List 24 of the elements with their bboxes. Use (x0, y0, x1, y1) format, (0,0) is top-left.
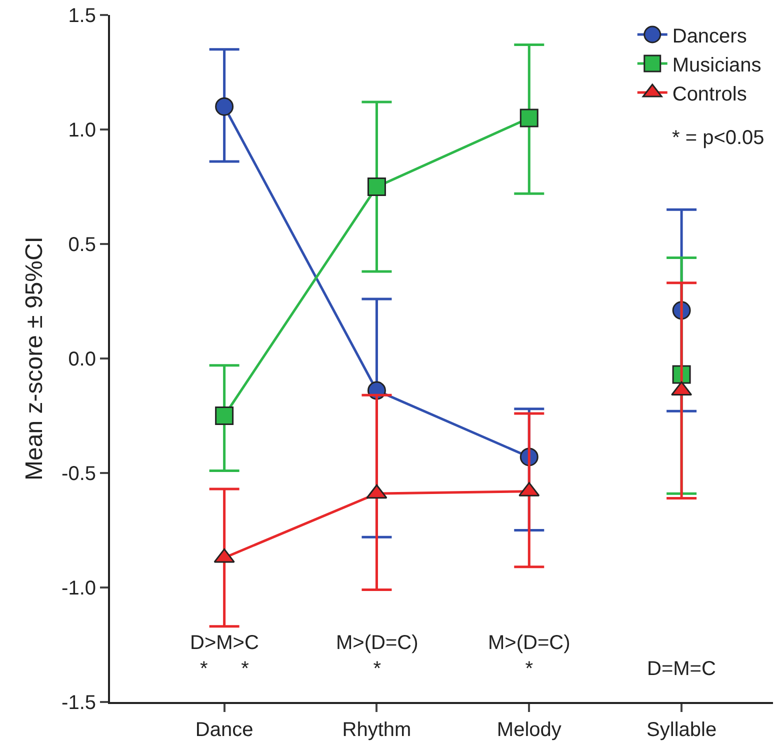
annotation: M>(D=C) * (336, 632, 418, 680)
y-tick-label: -0.5 (62, 463, 96, 485)
y-tick-label: -1.5 (62, 692, 96, 714)
point (520, 108, 538, 128)
x-tick-label: Dance (195, 719, 254, 741)
annotation: D>M>C * * (190, 632, 259, 680)
annotation: M>(D=C) * (488, 632, 570, 680)
y-tick-label: 0.0 (68, 348, 96, 370)
legend-label: Controls (672, 83, 747, 106)
y-tick-label: 1.0 (68, 120, 96, 142)
annotation: * = p<0.05 (672, 127, 764, 149)
legend-label: Dancers (672, 25, 747, 48)
point (367, 178, 386, 196)
x-tick-label: Rhythm (342, 719, 412, 741)
x-tick-label: Syllable (646, 719, 717, 741)
point (215, 97, 234, 116)
point (215, 406, 234, 425)
y-tick-label: -1.0 (62, 578, 96, 600)
y-axis-title: Mean z-score ± 95%CI (21, 236, 48, 480)
x-tick-label: Melody (496, 719, 562, 741)
legend-label: Musicians (672, 54, 762, 76)
annotation: D=M=C (647, 658, 716, 680)
y-tick-label: 0.5 (68, 234, 96, 256)
y-tick-label: 1.5 (68, 5, 96, 27)
